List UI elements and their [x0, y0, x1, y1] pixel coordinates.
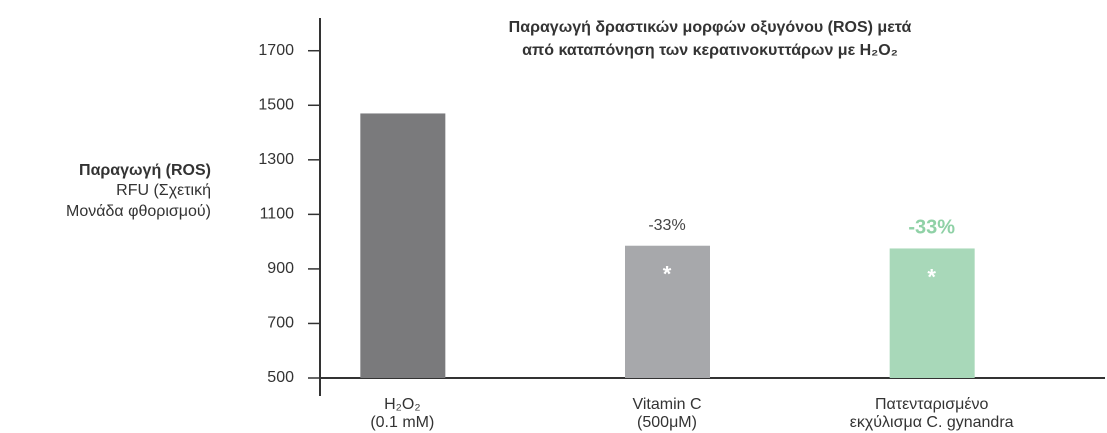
y-axis-label: RFU (Σχετική	[116, 182, 211, 199]
y-tick-label: 1100	[260, 206, 295, 223]
chart-title: Παραγωγή δραστικών μορφών οξυγόνου (ROS)…	[509, 19, 912, 36]
annotation: -33%	[908, 217, 955, 239]
bar	[360, 113, 446, 379]
chart-title: από καταπόνηση των κερατινοκυττάρων με H…	[522, 42, 898, 59]
y-tick-label: 1500	[258, 96, 294, 113]
y-axis-label: Παραγωγή (ROS)	[79, 162, 211, 179]
x-tick-label: Πατενταρισμένο	[875, 396, 988, 413]
annotation: -33%	[648, 217, 685, 234]
bar	[625, 245, 710, 378]
x-tick-label: (500μM)	[637, 414, 697, 431]
y-tick-label: 900	[267, 260, 294, 277]
y-axis-label: Μονάδα φθορισμού)	[66, 203, 211, 220]
y-tick-label: 1700	[258, 42, 294, 59]
significance-marker: *	[927, 264, 936, 289]
bar	[889, 248, 975, 378]
y-tick-label: 500	[267, 369, 294, 386]
significance-marker: *	[663, 262, 672, 287]
x-tick-label: Vitamin C	[632, 396, 701, 413]
x-tick-label: (0.1 mM)	[370, 414, 434, 431]
y-tick-label: 1300	[258, 151, 294, 168]
x-tick-label: H₂O₂	[384, 396, 420, 413]
x-tick-label: εκχύλισμα C. gynandra	[850, 414, 1014, 431]
y-tick-label: 700	[267, 315, 294, 332]
